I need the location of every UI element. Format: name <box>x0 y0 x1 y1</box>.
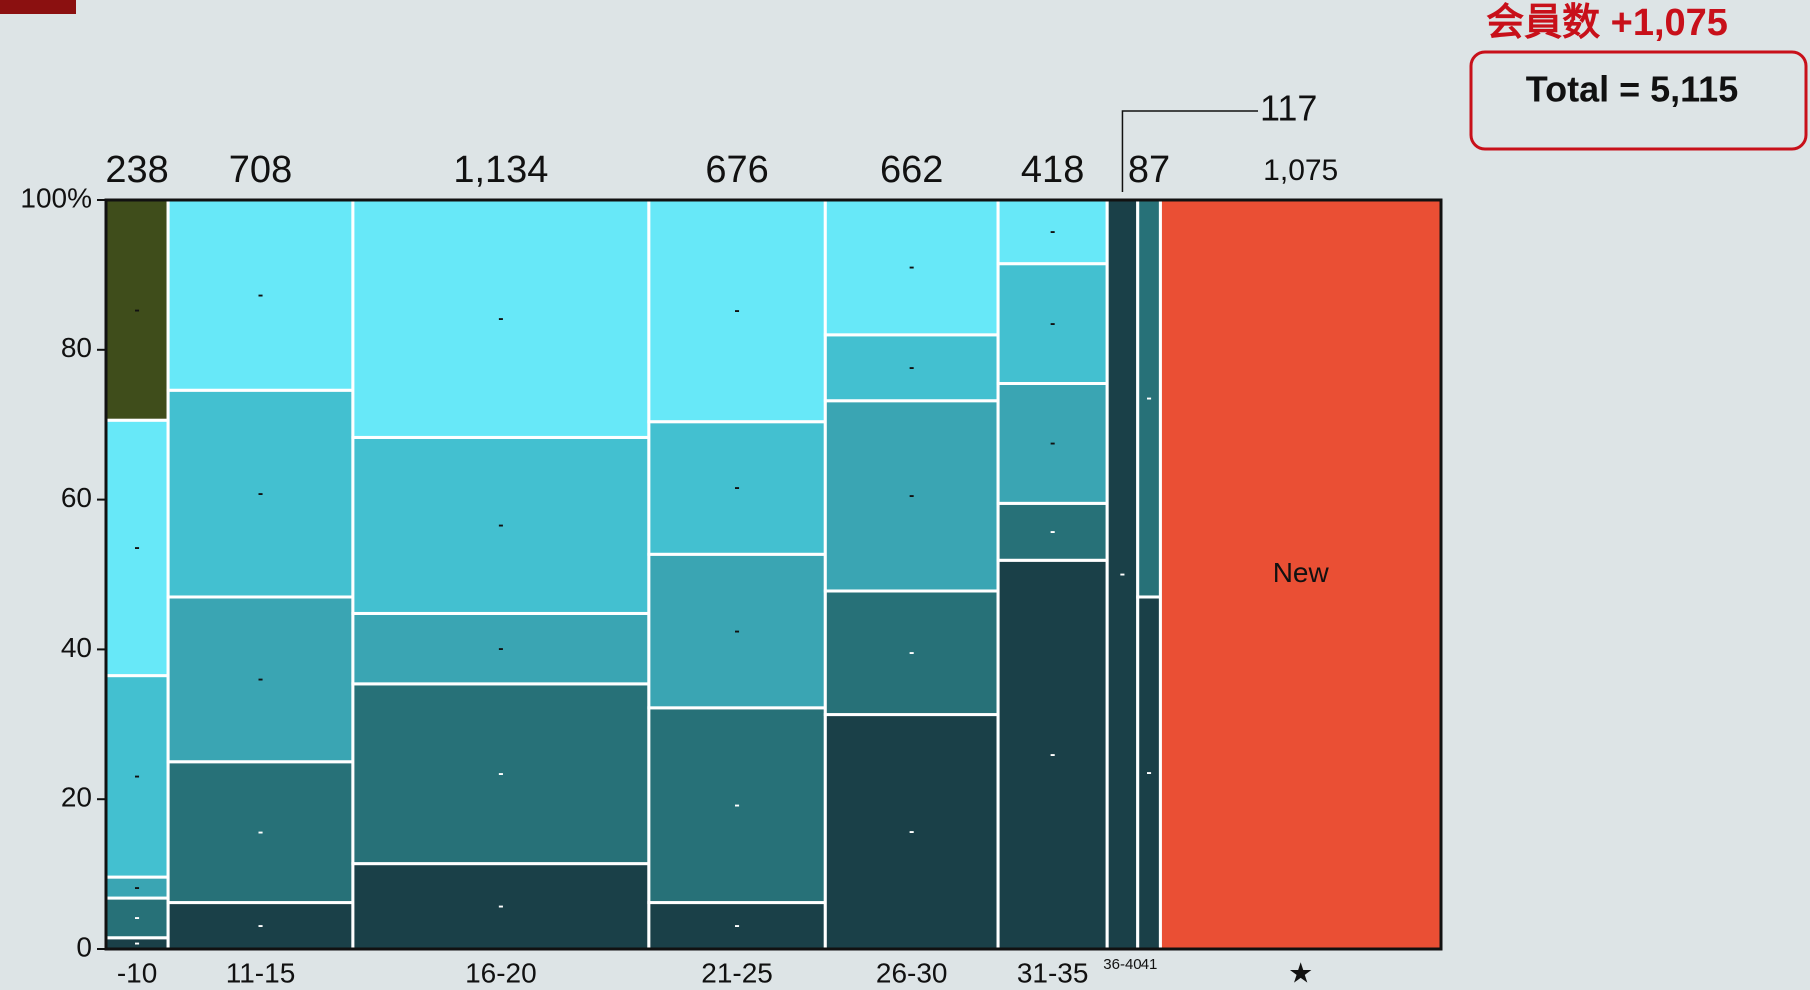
width-label: 418 <box>1021 149 1084 191</box>
x-tick-label: 26-30 <box>876 957 948 988</box>
segment-label: - <box>909 487 914 504</box>
segment-label: - <box>734 302 739 319</box>
segment-label: - <box>1120 566 1125 583</box>
corner-bar <box>0 0 76 14</box>
x-tick-label: 21-25 <box>701 957 773 988</box>
segment-label: - <box>1050 315 1055 332</box>
segment-label: - <box>134 909 139 926</box>
segment-label: - <box>909 823 914 840</box>
segment <box>996 382 1109 505</box>
segment <box>351 611 651 686</box>
segment <box>647 420 827 556</box>
segment-label: - <box>134 539 139 556</box>
segment-label: - <box>909 359 914 376</box>
total-text: Total = 5,115 <box>1526 69 1738 110</box>
segment-label: - <box>498 898 503 915</box>
segment-label: - <box>134 768 139 785</box>
segment-label: - <box>258 917 263 934</box>
width-label: 676 <box>705 149 768 191</box>
segment-label: - <box>734 796 739 813</box>
plot-frame <box>104 198 1443 951</box>
segment-label: - <box>734 917 739 934</box>
x-tick-label: -10 <box>117 957 157 988</box>
segment-label: - <box>498 765 503 782</box>
total-box <box>1469 50 1808 151</box>
segment-label: - <box>134 935 139 952</box>
x-tick-label: ★ <box>1288 957 1313 988</box>
segment <box>647 706 827 905</box>
segment <box>351 198 651 439</box>
segment <box>351 682 651 866</box>
width-label: 708 <box>229 149 292 191</box>
segment-label: - <box>258 823 263 840</box>
x-tick-label: 36-40 <box>1103 956 1141 973</box>
segment-label: - <box>909 644 914 661</box>
segment <box>351 862 651 951</box>
segment-label: - <box>498 310 503 327</box>
x-tick-label: 16-20 <box>465 957 537 988</box>
segment <box>996 558 1109 951</box>
segment-label: - <box>1050 223 1055 240</box>
y-tick-label: 20 <box>61 782 92 813</box>
segment-label: - <box>1146 390 1151 407</box>
segment-label: - <box>1050 435 1055 452</box>
segment-label: - <box>734 479 739 496</box>
segment <box>996 501 1109 562</box>
width-label: 87 <box>1128 149 1170 191</box>
y-tick-label: 80 <box>61 332 92 363</box>
leader-line <box>1121 110 1259 192</box>
width-label: 117 <box>1260 88 1317 129</box>
segment-label: - <box>909 259 914 276</box>
segment <box>647 198 827 424</box>
x-tick-label: 11-15 <box>226 957 296 988</box>
width-label: 238 <box>105 149 168 191</box>
width-label: 1,134 <box>453 149 548 191</box>
segment-label: - <box>734 622 739 639</box>
y-tick-label: 0 <box>76 931 92 962</box>
segment <box>1158 198 1443 951</box>
segment-label: - <box>258 671 263 688</box>
segment <box>647 552 827 710</box>
segment <box>823 399 1000 593</box>
segment <box>823 713 1000 951</box>
segment-label: - <box>134 879 139 896</box>
header-title: 会員数 +1,075 <box>1486 2 1728 44</box>
segment <box>823 198 1000 337</box>
x-tick-label: 41 <box>1141 956 1158 973</box>
segment-name: New <box>1273 557 1330 588</box>
segment-label: - <box>258 286 263 303</box>
segment <box>996 262 1109 386</box>
y-tick-label: 100% <box>20 182 92 213</box>
segment-label: - <box>498 640 503 657</box>
segment-label: - <box>1146 764 1151 781</box>
segment-label: - <box>258 485 263 502</box>
segment-label: - <box>134 301 139 318</box>
segment-label: - <box>1050 523 1055 540</box>
segment-label: - <box>1050 746 1055 763</box>
segment <box>823 333 1000 403</box>
y-tick-label: 40 <box>61 632 92 663</box>
x-tick-label: 31-35 <box>1017 957 1089 988</box>
y-tick-label: 60 <box>61 482 92 513</box>
width-label: 1,075 <box>1263 154 1338 187</box>
segment <box>166 388 355 599</box>
width-label: 662 <box>880 149 943 191</box>
segment <box>166 595 355 764</box>
segment-label: - <box>498 517 503 534</box>
